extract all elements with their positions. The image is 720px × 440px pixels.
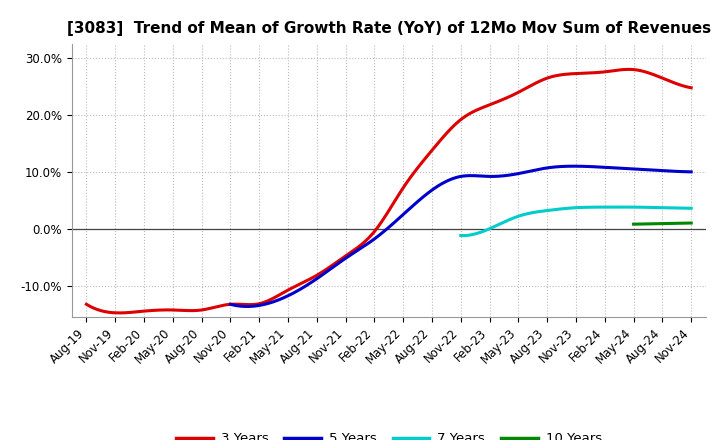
3 Years — [625, 67, 634, 72]
7 Years — [647, 205, 655, 210]
7 Years — [594, 205, 603, 210]
10 Years — [643, 221, 652, 227]
7 Years — [683, 205, 691, 211]
3 Years — [371, 228, 379, 234]
5 Years — [477, 173, 485, 179]
7 Years — [568, 205, 577, 211]
7 Years — [687, 205, 696, 211]
Title: [3083]  Trend of Mean of Growth Rate (YoY) of 12Mo Mov Sum of Revenues: [3083] Trend of Mean of Growth Rate (YoY… — [67, 21, 711, 36]
5 Years — [570, 164, 578, 169]
7 Years — [459, 233, 467, 238]
5 Years — [226, 302, 235, 307]
7 Years — [582, 205, 590, 210]
3 Years — [687, 85, 696, 90]
5 Years — [243, 304, 251, 309]
5 Years — [501, 173, 510, 178]
10 Years — [659, 221, 667, 226]
10 Years — [664, 221, 672, 226]
10 Years — [629, 221, 638, 227]
7 Years — [456, 233, 465, 238]
3 Years — [579, 70, 588, 76]
10 Years — [684, 220, 693, 226]
3 Years — [114, 310, 123, 315]
5 Years — [678, 169, 686, 174]
7 Years — [567, 205, 575, 211]
5 Years — [606, 165, 614, 170]
5 Years — [449, 176, 457, 181]
3 Years — [675, 82, 683, 87]
5 Years — [446, 177, 454, 182]
10 Years — [683, 220, 691, 226]
Line: 3 Years: 3 Years — [86, 70, 691, 313]
Line: 5 Years: 5 Years — [230, 166, 691, 307]
3 Years — [82, 302, 91, 307]
Line: 7 Years: 7 Years — [461, 207, 691, 235]
5 Years — [687, 169, 696, 175]
Line: 10 Years: 10 Years — [634, 223, 691, 224]
10 Years — [687, 220, 696, 226]
3 Years — [410, 169, 419, 174]
3 Years — [444, 129, 452, 135]
10 Years — [640, 221, 649, 227]
Legend: 3 Years, 5 Years, 7 Years, 10 Years: 3 Years, 5 Years, 7 Years, 10 Years — [171, 427, 607, 440]
3 Years — [374, 224, 383, 229]
7 Years — [618, 205, 626, 210]
